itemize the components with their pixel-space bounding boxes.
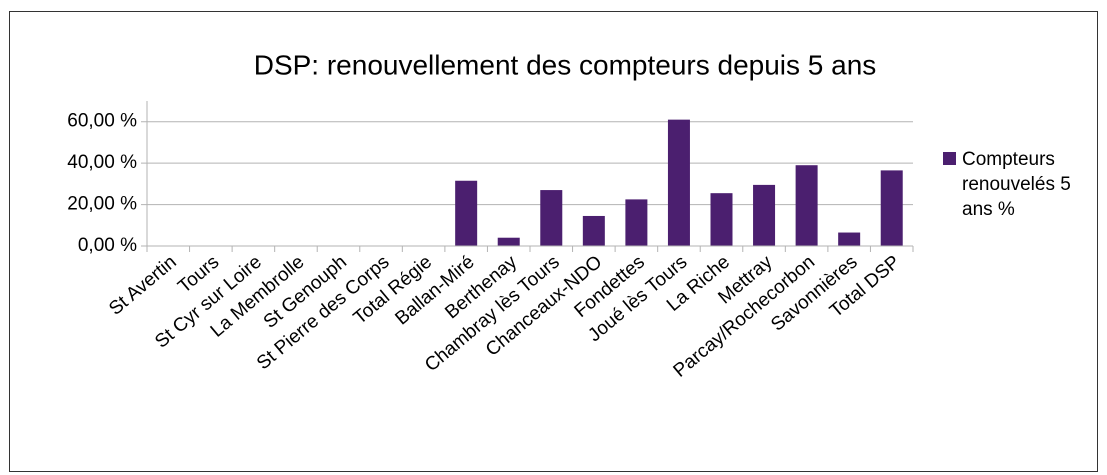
bar	[540, 190, 563, 246]
bar	[667, 119, 690, 246]
bar	[625, 199, 648, 246]
bar	[753, 184, 776, 246]
bar	[582, 215, 605, 246]
bar	[710, 193, 733, 246]
bar	[795, 165, 818, 246]
chart-title: DSP: renouvellement des compteurs depuis…	[254, 49, 877, 80]
y-tick-label: 20,00 %	[67, 194, 137, 215]
bar	[455, 180, 478, 246]
bar	[497, 237, 520, 246]
bar	[838, 232, 861, 246]
legend-swatch	[943, 152, 956, 165]
legend-label: Compteurs renouvelés 5 ans %	[962, 149, 1071, 220]
y-tick-label: 60,00 %	[67, 111, 137, 132]
bar	[880, 170, 903, 246]
y-tick-label: 40,00 %	[67, 152, 137, 173]
y-tick-label: 0,00 %	[78, 235, 137, 256]
